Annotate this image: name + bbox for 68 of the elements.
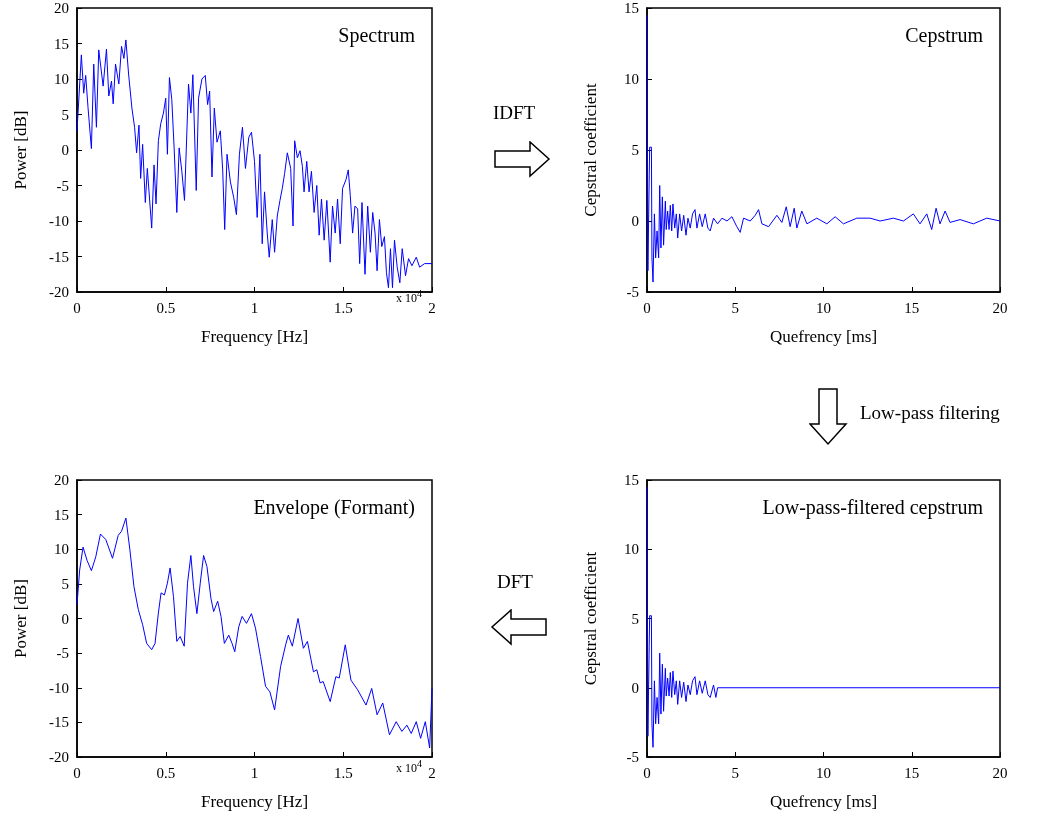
y-tick-label: -10: [49, 213, 69, 229]
x-tick-label: 0: [73, 764, 81, 781]
y-tick-label: 10: [624, 541, 639, 558]
y-tick-label: -15: [49, 248, 69, 265]
x-tick-label: 1: [250, 764, 259, 781]
y-tick-label: -5: [56, 645, 69, 662]
text: Spectrum: [338, 24, 416, 47]
y-tick-label: 20: [54, 472, 69, 488]
y-tick-label: 15: [624, 472, 639, 488]
text: Low-pass-filtered cepstrum: [762, 496, 984, 519]
text: Cepstrum: [905, 24, 984, 47]
text: DFT: [497, 571, 533, 593]
y-tick-label: 15: [54, 35, 69, 52]
x-tick-label: 2: [428, 299, 436, 316]
y-tick-label: -10: [49, 679, 69, 696]
y-axis-title: Cepstral coefficient: [581, 551, 600, 686]
text: Envelope (Formant): [253, 496, 415, 519]
x-tick-label: 15: [904, 299, 920, 316]
x-axis-title: Frequency [Hz]: [200, 792, 309, 811]
x-axis-title: Quefrency [ms]: [769, 792, 878, 811]
y-tick-label: 20: [54, 0, 69, 16]
text: IDFT: [493, 102, 536, 124]
line-series: [646, 14, 1001, 283]
line-series: [646, 486, 1001, 748]
x-tick-label: 1.5: [333, 764, 353, 781]
y-axis-title: Cepstral coefficient: [581, 83, 600, 217]
y-axis-title: Power [dB]: [11, 110, 30, 190]
x-tick-label: 0: [643, 764, 651, 781]
y-tick-label: -5: [626, 284, 639, 300]
y-tick-label: -5: [56, 177, 69, 194]
y-tick-label: 0: [631, 213, 639, 229]
x-axis-title: Quefrency [ms]: [769, 327, 878, 346]
x-axis-title: Frequency [Hz]: [200, 327, 309, 346]
y-tick-label: 0: [631, 679, 639, 696]
x-tick-label: 20: [992, 299, 1008, 316]
y-tick-label: 0: [61, 610, 69, 627]
x-tick-label: 5: [731, 764, 739, 781]
x-tick-label: 0.5: [156, 764, 176, 781]
y-tick-label: 10: [54, 541, 69, 558]
y-tick-label: -5: [626, 749, 639, 765]
x-tick-label: 0: [73, 299, 81, 316]
y-tick-label: -20: [49, 284, 69, 300]
y-tick-label: -20: [49, 749, 69, 765]
y-tick-label: 5: [631, 610, 639, 627]
y-tick-label: 5: [631, 142, 639, 158]
x-tick-label: 1.5: [333, 299, 353, 316]
x-tick-label: 1: [250, 299, 259, 316]
x-tick-label: 10: [816, 764, 831, 781]
x-tick-label: 0: [643, 299, 651, 316]
y-tick-label: -15: [49, 714, 69, 731]
x-tick-label: 5: [731, 299, 739, 316]
x-tick-label: 10: [816, 299, 831, 316]
y-tick-label: 15: [624, 0, 639, 16]
text: Low-pass filtering: [860, 402, 1000, 424]
x-tick-label: 0.5: [156, 299, 176, 316]
text: x 10$^{4}$: [396, 758, 422, 776]
y-tick-label: 5: [61, 106, 69, 123]
y-axis-title: Power [dB]: [11, 579, 30, 658]
y-tick-label: 5: [61, 575, 69, 592]
annotation: x 10$^{4}$: [396, 288, 422, 306]
y-tick-label: 15: [54, 506, 69, 523]
y-tick-label: 10: [54, 71, 69, 87]
line-series: [76, 517, 433, 749]
x-tick-label: 15: [904, 764, 920, 781]
x-tick-label: 20: [992, 764, 1008, 781]
x-tick-label: 2: [428, 764, 436, 781]
y-tick-label: 10: [624, 71, 639, 87]
y-tick-label: 0: [61, 142, 69, 158]
